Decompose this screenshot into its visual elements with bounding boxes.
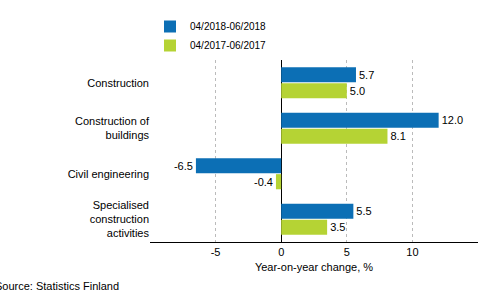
svg-text:Specialisedconstructionactivit: Specialisedconstructionactivities: [90, 199, 150, 240]
svg-text:Source: Statistics Finland: Source: Statistics Finland: [0, 280, 119, 292]
svg-text:5.5: 5.5: [356, 205, 371, 217]
svg-text:5.7: 5.7: [359, 69, 374, 81]
svg-text:-5: -5: [211, 246, 221, 258]
svg-text:5.0: 5.0: [350, 85, 365, 97]
svg-text:-0.4: -0.4: [254, 176, 273, 188]
svg-text:3.5: 3.5: [330, 221, 345, 233]
svg-text:12.0: 12.0: [442, 114, 463, 126]
svg-text:04/2018-06/2018: 04/2018-06/2018: [190, 21, 266, 32]
svg-text:8.1: 8.1: [390, 130, 405, 142]
svg-text:0: 0: [278, 246, 284, 258]
svg-text:-6.5: -6.5: [174, 160, 193, 172]
svg-text:5: 5: [344, 246, 350, 258]
svg-text:Construction ofbuildings: Construction ofbuildings: [75, 115, 150, 141]
svg-text:Year-on-year change, %: Year-on-year change, %: [255, 261, 373, 273]
svg-text:04/2017-06/2017: 04/2017-06/2017: [190, 40, 266, 51]
svg-text:Civil engineering: Civil engineering: [68, 168, 149, 180]
svg-text:Construction: Construction: [87, 77, 149, 89]
svg-text:10: 10: [406, 246, 418, 258]
